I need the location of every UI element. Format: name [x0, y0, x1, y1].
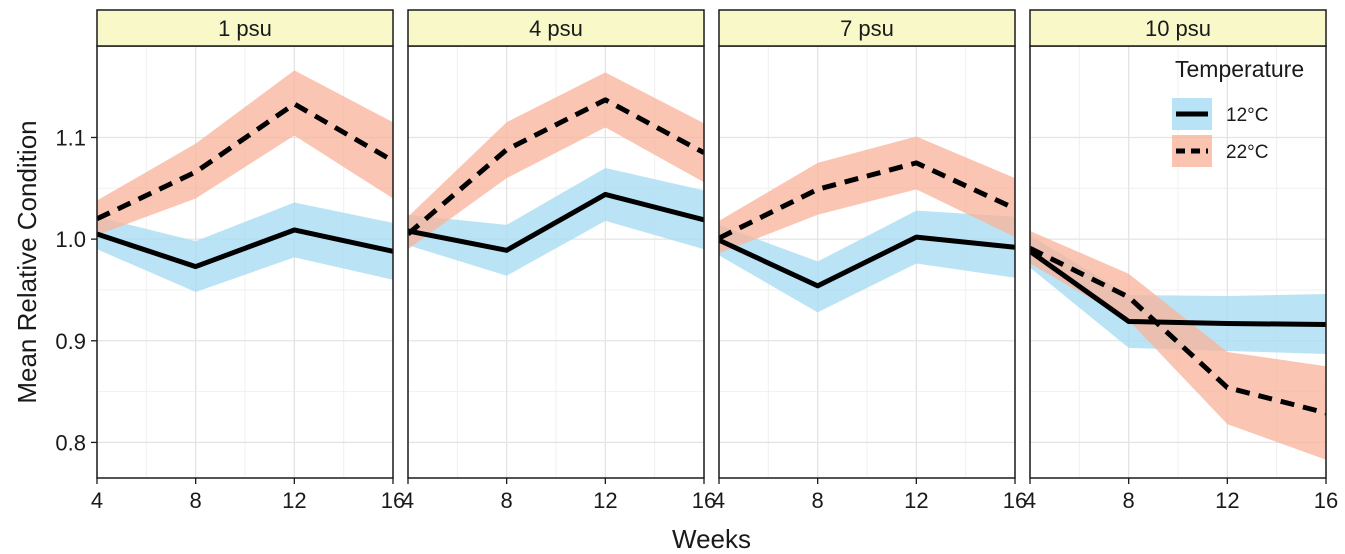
series-line: [719, 234, 1015, 289]
facet-strip-label: 7 psu: [840, 16, 894, 41]
y-tick-label: 1.1: [55, 125, 86, 150]
confidence-band: [408, 72, 704, 250]
confidence-band: [97, 70, 393, 236]
x-tick-label: 8: [190, 488, 202, 513]
data-point: [603, 192, 608, 197]
x-tick-label: 8: [812, 488, 824, 513]
series-line: [97, 101, 393, 222]
panels: 1 psu 4 8 12 16 4 psu 4 8 12 16 7 psu 4 8 12 16 10 psu 4…: [91, 9, 1338, 513]
series-line: [1030, 249, 1326, 328]
series-line: [408, 191, 704, 253]
data-point: [292, 101, 297, 106]
x-tick-label: 8: [1123, 488, 1135, 513]
data-point: [914, 160, 919, 165]
panel-data: [408, 72, 704, 276]
x-tick-label: 4: [91, 488, 103, 513]
y-axis-ticks: 0.8 0.9 1.0 1.1: [55, 125, 97, 455]
confidence-band: [1030, 230, 1326, 460]
data-point: [504, 147, 509, 152]
legend-entry: 22°C: [1172, 135, 1268, 167]
series-line: [1030, 246, 1326, 416]
facet-strip-label: 4 psu: [529, 16, 583, 41]
facet-panel: 7 psu 4 8 12 16: [713, 9, 1027, 513]
x-tick-label: 16: [381, 488, 405, 513]
x-tick-label: 4: [713, 488, 725, 513]
facet-strip: [718, 9, 1016, 47]
data-point: [815, 187, 820, 192]
data-point: [603, 97, 608, 102]
x-tick-label: 16: [692, 488, 716, 513]
x-tick-label: 12: [904, 488, 928, 513]
x-tick-label: 8: [501, 488, 513, 513]
y-tick-label: 0.9: [55, 329, 86, 354]
facet-strip-label: 1 psu: [218, 16, 272, 41]
legend: Temperature 12°C 22°C: [1172, 56, 1304, 167]
legend-label: 22°C: [1226, 142, 1268, 163]
data-point: [815, 283, 820, 288]
series-line: [408, 97, 704, 236]
data-point: [914, 235, 919, 240]
data-point: [1225, 385, 1230, 390]
panel-data: [719, 136, 1015, 313]
x-tick-label: 4: [402, 488, 414, 513]
legend-title: Temperature: [1175, 56, 1304, 82]
x-axis-title: Weeks: [672, 524, 751, 554]
data-point: [1225, 321, 1230, 326]
x-tick-label: 12: [593, 488, 617, 513]
data-point: [193, 264, 198, 269]
x-tick-label: 12: [282, 488, 306, 513]
y-tick-label: 0.8: [55, 430, 86, 455]
data-point: [1126, 319, 1131, 324]
facet-strip: [96, 9, 394, 47]
panel-data: [97, 70, 393, 292]
x-tick-label: 12: [1215, 488, 1239, 513]
data-point: [1126, 295, 1131, 300]
panel-data: [1030, 230, 1326, 460]
facet-panel: 10 psu 4 8 12 16: [1024, 9, 1338, 513]
facet-panel: 4 psu 4 8 12 16: [402, 9, 716, 513]
x-tick-label: 16: [1003, 488, 1027, 513]
facet-panel: 1 psu 4 8 12 16: [91, 9, 405, 513]
facet-strip: [1029, 9, 1327, 47]
series-line: [719, 160, 1015, 241]
data-point: [504, 248, 509, 253]
x-tick-label: 4: [1024, 488, 1036, 513]
facet-strip-label: 10 psu: [1145, 16, 1211, 41]
series-line: [97, 227, 393, 270]
y-axis-title: Mean Relative Condition: [12, 120, 42, 403]
facet-strip: [407, 9, 705, 47]
data-point: [193, 170, 198, 175]
confidence-band: [719, 136, 1015, 254]
data-point: [292, 227, 297, 232]
x-tick-label: 16: [1314, 488, 1338, 513]
y-tick-label: 1.0: [55, 227, 86, 252]
legend-label: 12°C: [1226, 105, 1268, 126]
legend-entry: 12°C: [1172, 98, 1268, 130]
